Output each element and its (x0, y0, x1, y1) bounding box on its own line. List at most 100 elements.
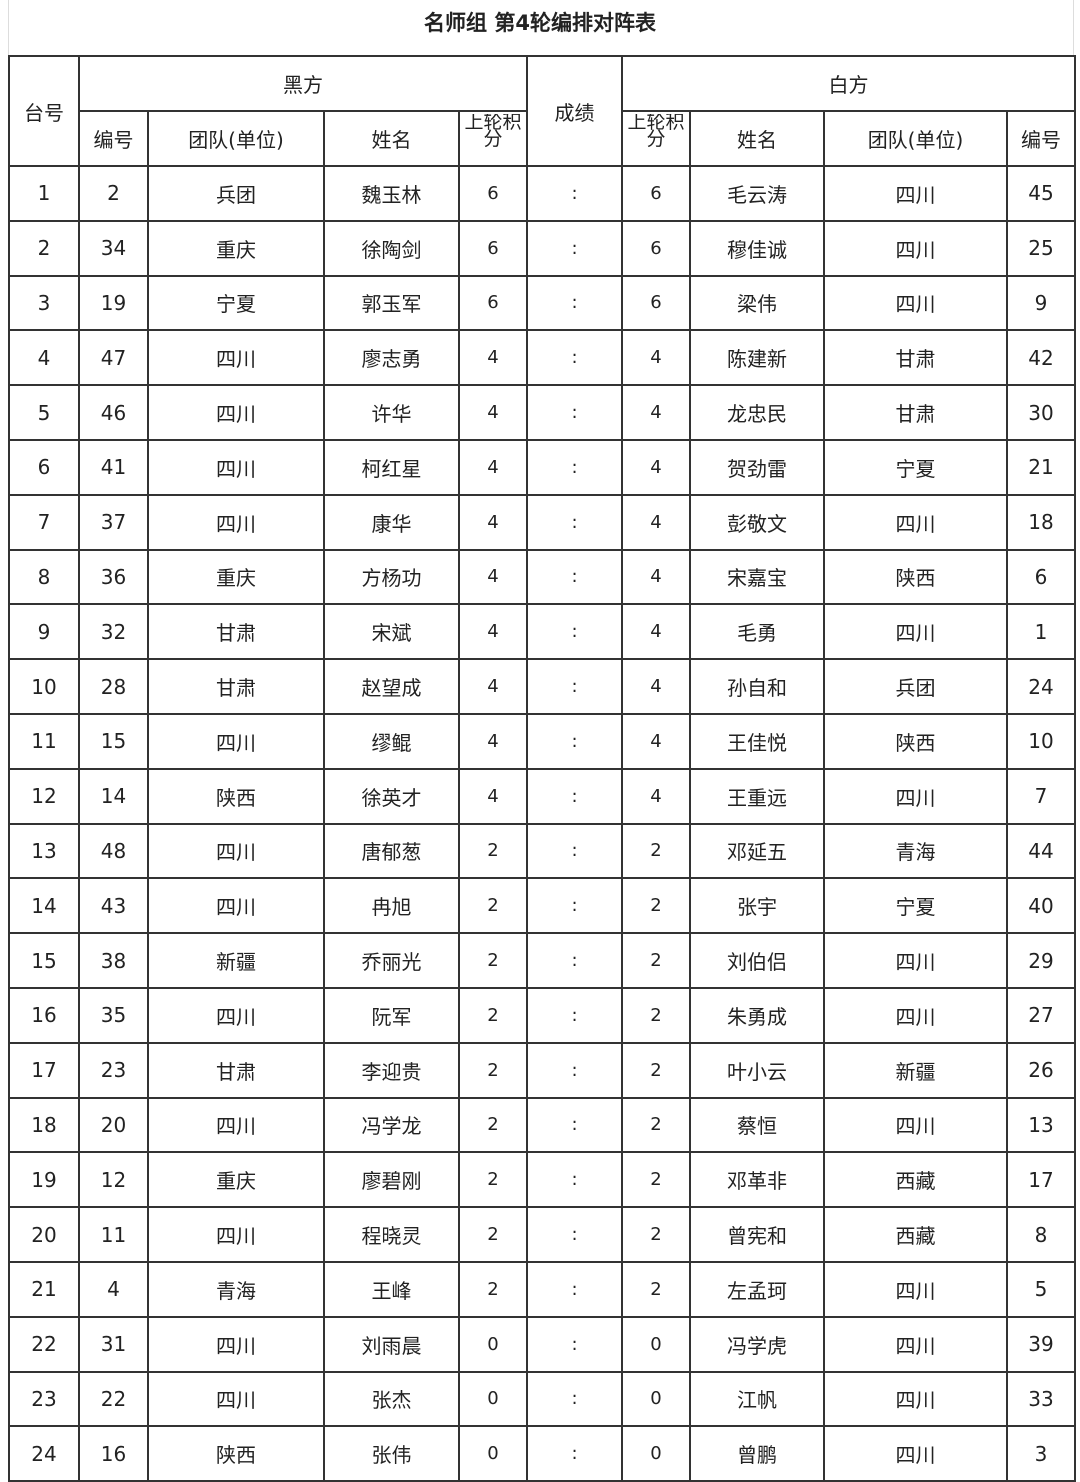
cell-black-number: 16 (78, 1425, 149, 1482)
cell-white-team: 四川 (823, 767, 1008, 825)
cell-black-prev-points: 2 (458, 1041, 528, 1099)
cell-black-number: 23 (78, 1041, 149, 1099)
cell-black-name: 张伟 (323, 1425, 460, 1482)
cell-white-team: 四川 (823, 493, 1008, 551)
cell-result: : (526, 165, 623, 222)
cell-black-number: 12 (78, 1151, 149, 1209)
header-white-prev-points: 上轮积分 (621, 110, 691, 167)
cell-black-prev-points: 2 (458, 1206, 528, 1263)
cell-white-name: 曾鹏 (689, 1425, 825, 1482)
cell-white-team: 四川 (823, 986, 1008, 1044)
cell-black-prev-points: 4 (458, 493, 528, 551)
cell-white-number: 8 (1006, 1206, 1076, 1263)
cell-black-name: 程晓灵 (323, 1206, 460, 1263)
header-black-prev-points: 上轮积分 (458, 110, 528, 167)
cell-white-prev-points: 6 (621, 274, 691, 332)
header-white: 白方 (621, 55, 1076, 112)
cell-white-prev-points: 4 (621, 493, 691, 551)
cell-table-no: 1 (8, 165, 80, 222)
cell-white-prev-points: 2 (621, 932, 691, 989)
cell-black-name: 徐陶剑 (323, 219, 460, 277)
cell-white-name: 冯学虎 (689, 1315, 825, 1373)
cell-black-name: 刘雨晨 (323, 1315, 460, 1373)
cell-white-name: 毛勇 (689, 603, 825, 661)
cell-result: : (526, 329, 623, 387)
cell-black-prev-points: 4 (458, 548, 528, 606)
cell-black-name: 廖志勇 (323, 329, 460, 387)
table-row: 4 47 四川 廖志勇 4:4 陈建新 甘肃 42 (8, 329, 1076, 387)
cell-black-prev-points: 6 (458, 274, 528, 332)
table-row: 11 15 四川 缪鲲 4:4 王佳悦 陕西 10 (8, 712, 1076, 770)
cell-white-team: 四川 (823, 1315, 1008, 1373)
cell-black-team: 四川 (147, 1370, 325, 1428)
table-row: 18 20 四川 冯学龙 2:2 蔡恒 四川 13 (8, 1096, 1076, 1154)
cell-black-team: 四川 (147, 1096, 325, 1154)
cell-white-prev-points: 2 (621, 1096, 691, 1154)
cell-white-team: 西藏 (823, 1206, 1008, 1263)
cell-white-name: 龙忠民 (689, 384, 825, 441)
cell-black-prev-points: 2 (458, 822, 528, 880)
table-row: 19 12 重庆 廖碧刚 2:2 邓革非 西藏 17 (8, 1151, 1076, 1209)
table-row: 6 41 四川 柯红星 4:4 贺劲雷 宁夏 21 (8, 438, 1076, 496)
cell-black-prev-points: 2 (458, 1260, 528, 1318)
cell-black-team: 青海 (147, 1260, 325, 1318)
cell-black-number: 32 (78, 603, 149, 661)
cell-black-name: 李迎贵 (323, 1041, 460, 1099)
cell-black-prev-points: 0 (458, 1370, 528, 1428)
header-white-name: 姓名 (689, 110, 825, 167)
cell-black-name: 冉旭 (323, 877, 460, 935)
table-row: 15 38 新疆 乔丽光 2:2 刘伯侣 四川 29 (8, 932, 1076, 989)
cell-table-no: 22 (8, 1315, 80, 1373)
table-row: 2 34 重庆 徐陶剑 6:6 穆佳诚 四川 25 (8, 219, 1076, 277)
cell-table-no: 12 (8, 767, 80, 825)
cell-result: : (526, 219, 623, 277)
cell-white-team: 四川 (823, 219, 1008, 277)
cell-table-no: 21 (8, 1260, 80, 1318)
cell-black-number: 48 (78, 822, 149, 880)
cell-black-number: 11 (78, 1206, 149, 1263)
cell-black-team: 兵团 (147, 165, 325, 222)
cell-black-team: 陕西 (147, 1425, 325, 1482)
cell-table-no: 4 (8, 329, 80, 387)
cell-black-prev-points: 2 (458, 932, 528, 989)
cell-black-prev-points: 4 (458, 438, 528, 496)
cell-black-name: 王峰 (323, 1260, 460, 1318)
cell-table-no: 14 (8, 877, 80, 935)
cell-black-prev-points: 0 (458, 1315, 528, 1373)
cell-black-number: 22 (78, 1370, 149, 1428)
cell-white-number: 45 (1006, 165, 1076, 222)
cell-black-number: 19 (78, 274, 149, 332)
cell-black-team: 四川 (147, 712, 325, 770)
cell-white-name: 曾宪和 (689, 1206, 825, 1263)
cell-white-name: 孙自和 (689, 658, 825, 715)
cell-white-team: 四川 (823, 1260, 1008, 1318)
cell-white-number: 27 (1006, 986, 1076, 1044)
cell-black-prev-points: 4 (458, 603, 528, 661)
cell-result: : (526, 822, 623, 880)
cell-white-name: 左孟珂 (689, 1260, 825, 1318)
table-row: 3 19 宁夏 郭玉军 6:6 梁伟 四川 9 (8, 274, 1076, 332)
cell-table-no: 19 (8, 1151, 80, 1209)
cell-black-number: 43 (78, 877, 149, 935)
cell-result: : (526, 274, 623, 332)
table-row: 24 16 陕西 张伟 0:0 曾鹏 四川 3 (8, 1425, 1076, 1482)
header-table-no: 台号 (8, 55, 80, 167)
table-row: 20 11 四川 程晓灵 2:2 曾宪和 西藏 8 (8, 1206, 1076, 1263)
cell-white-prev-points: 4 (621, 548, 691, 606)
cell-result: : (526, 603, 623, 661)
cell-white-name: 王重远 (689, 767, 825, 825)
cell-black-prev-points: 2 (458, 1096, 528, 1154)
cell-result: : (526, 767, 623, 825)
pairing-table: 台号 黑方 成绩 白方 编号 团队(单位) 姓名 上轮积分 上轮积分 姓名 团队… (8, 55, 1076, 1482)
header-black-number: 编号 (78, 110, 149, 167)
table-row: 9 32 甘肃 宋斌 4:4 毛勇 四川 1 (8, 603, 1076, 661)
cell-white-prev-points: 4 (621, 438, 691, 496)
cell-black-team: 甘肃 (147, 1041, 325, 1099)
cell-black-team: 四川 (147, 877, 325, 935)
cell-black-number: 20 (78, 1096, 149, 1154)
cell-black-prev-points: 2 (458, 986, 528, 1044)
cell-black-team: 陕西 (147, 767, 325, 825)
cell-white-prev-points: 4 (621, 603, 691, 661)
cell-white-number: 5 (1006, 1260, 1076, 1318)
table-row: 12 14 陕西 徐英才 4:4 王重远 四川 7 (8, 767, 1076, 825)
